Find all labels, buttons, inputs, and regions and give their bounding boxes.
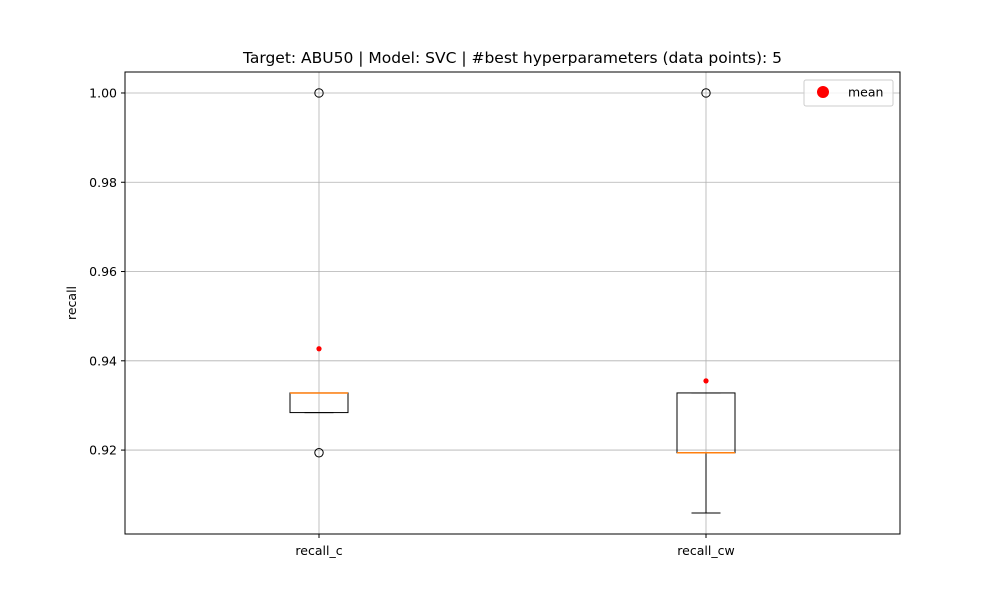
plot-area-frame: [124, 71, 901, 535]
y-tick-label: 0.94: [89, 353, 117, 368]
boxes: [289, 88, 736, 514]
mean-point: [703, 378, 709, 384]
legend-frame: [803, 79, 894, 107]
outlier-point: [314, 448, 324, 458]
x-tick-label: recall_cw: [677, 543, 734, 558]
y-tick-label: 0.98: [89, 175, 117, 190]
y-axis-label: recall: [64, 286, 79, 320]
chart-title: Target: ABU50 | Model: SVC | #best hyper…: [242, 49, 782, 67]
legend: mean: [803, 79, 894, 107]
outlier-point: [314, 88, 324, 98]
outlier-point: [701, 88, 711, 98]
axis-ticks: 0.92 0.94 0.96 0.98 1.00 recall_c recall_cw: [89, 85, 735, 558]
y-tick-label: 1.00: [89, 85, 117, 100]
mean-point: [316, 346, 322, 352]
box-recall_c: [289, 88, 349, 458]
legend-mean-marker: [817, 86, 829, 98]
legend-label-mean: mean: [848, 85, 883, 100]
box-recall_cw: [676, 88, 736, 514]
y-tick-label: 0.92: [89, 443, 117, 458]
x-tick-label: recall_c: [295, 543, 342, 558]
y-tick-label: 0.96: [89, 264, 117, 279]
